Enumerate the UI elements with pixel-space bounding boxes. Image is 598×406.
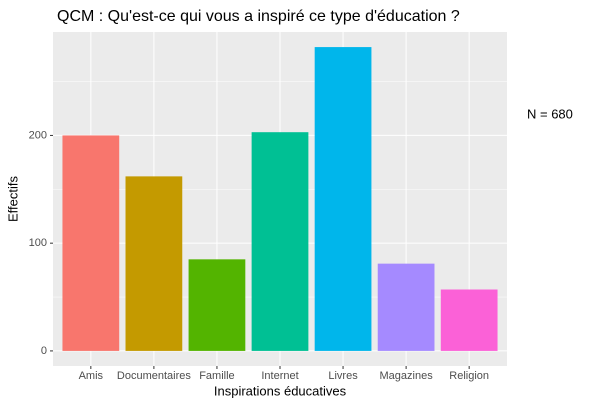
bar: [62, 135, 120, 351]
x-tick-label: Religion: [449, 370, 489, 382]
annotation: N = 680: [527, 106, 573, 121]
bar: [377, 263, 435, 351]
bar: [440, 289, 498, 351]
x-tick-label: Amis: [79, 370, 104, 382]
bar: [251, 132, 309, 351]
chart-title: QCM : Qu'est-ce qui vous a inspiré ce ty…: [57, 8, 460, 25]
x-tick-label: Magazines: [380, 370, 434, 382]
x-tick-label: Famille: [199, 370, 234, 382]
bar: [314, 47, 372, 351]
x-tick-label: Documentaires: [117, 370, 191, 382]
y-tick-label: 100: [29, 237, 47, 249]
x-tick-label: Internet: [261, 370, 298, 382]
bar: [125, 176, 183, 351]
y-tick-label: 200: [29, 129, 47, 141]
x-axis-title: Inspirations éducatives: [214, 383, 347, 398]
y-axis-title: Effectifs: [5, 176, 20, 223]
bar: [188, 259, 246, 351]
x-tick-label: Livres: [328, 370, 358, 382]
y-tick-label: 0: [41, 345, 47, 357]
